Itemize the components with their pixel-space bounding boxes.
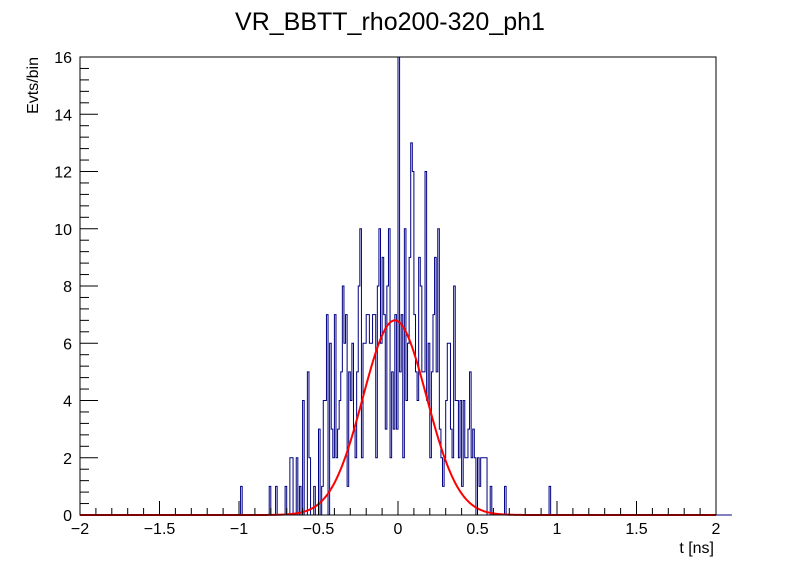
y-tick-label: 6 [63, 336, 72, 353]
y-tick-label: 2 [63, 451, 72, 468]
y-tick-label: 8 [63, 279, 72, 296]
x-tick-label: 1 [553, 521, 562, 538]
x-axis-ticks: −2 −1.5 −1 −0.5 0 0.5 1 1.5 2 [71, 501, 721, 538]
y-tick-label: 4 [63, 394, 72, 411]
y-tick-label: 16 [54, 50, 72, 67]
chart-title: VR_BBTT_rho200-320_ph1 [235, 8, 545, 36]
x-axis-label: t [ns] [679, 540, 714, 557]
y-tick-label: 0 [63, 508, 72, 525]
x-tick-label: 0 [394, 521, 403, 538]
y-tick-label: 12 [54, 165, 72, 182]
y-axis-ticks: 0 2 4 6 8 10 12 14 16 [54, 50, 98, 525]
x-tick-label: 1.5 [625, 521, 647, 538]
x-tick-label: 2 [712, 521, 721, 538]
y-tick-label: 10 [54, 222, 72, 239]
x-tick-label: −1.5 [144, 521, 176, 538]
x-tick-label: −2 [71, 521, 89, 538]
x-tick-label: 0.5 [466, 521, 488, 538]
x-tick-label: −1 [230, 521, 248, 538]
y-tick-label: 14 [54, 107, 72, 124]
y-axis-label: Evts/bin [25, 57, 42, 114]
x-tick-label: −0.5 [303, 521, 335, 538]
